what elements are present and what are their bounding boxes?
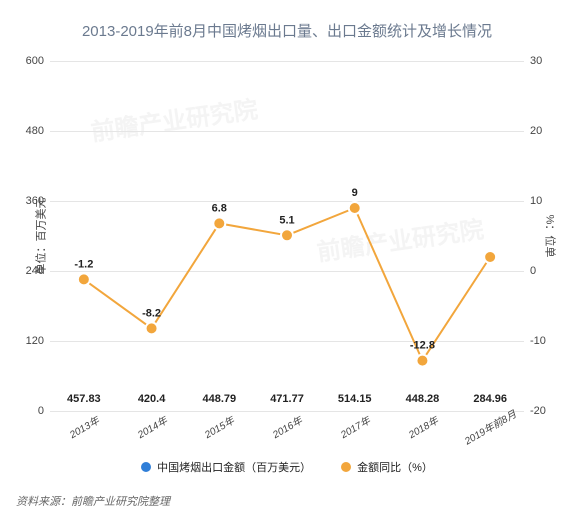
y-left-tick: 120 <box>26 335 44 347</box>
chart-container: 2013-2019年前8月中国烤烟出口量、出口金额统计及增长情况 前瞻产业研究院… <box>0 0 574 506</box>
bars: 457.83 420.4 448.79 471.77 514.15 448.28 284.9… <box>50 61 524 411</box>
bar-value-label: 514.15 <box>338 393 372 405</box>
legend-line-swatch <box>341 462 351 472</box>
y-right-tick: 0 <box>530 265 536 277</box>
y-right-tick: -10 <box>530 335 546 347</box>
source-text: 资料来源：前瞻产业研究院整理 <box>10 493 564 509</box>
y-left-tick: 600 <box>26 55 44 67</box>
bar-value-label: 448.79 <box>202 393 236 405</box>
y-right-tick: 20 <box>530 125 542 137</box>
bar-value-label: 420.4 <box>138 393 166 405</box>
legend-line-label: 金额同比（%） <box>357 459 433 475</box>
y-left-tick: 360 <box>26 195 44 207</box>
legend-item-bar: 中国烤烟出口金额（百万美元） <box>141 459 311 475</box>
bar-value-label: 457.83 <box>67 393 101 405</box>
bar-value-label: 471.77 <box>270 393 304 405</box>
y-right-tick: -20 <box>530 405 546 417</box>
y-axis-right: -20-100102030 <box>526 61 560 411</box>
legend-item-line: 金额同比（%） <box>341 459 433 475</box>
y-left-tick: 240 <box>26 265 44 277</box>
y-left-tick: 0 <box>38 405 44 417</box>
y-axis-left: 0120240360480600 <box>14 61 48 411</box>
legend-bar-swatch <box>141 462 151 472</box>
legend: 中国烤烟出口金额（百万美元） 金额同比（%） <box>10 459 564 475</box>
y-right-tick: 10 <box>530 195 542 207</box>
bar-value-label: 284.96 <box>473 393 507 405</box>
x-axis: 2013年2014年2015年2016年2017年2018年2019年前8月 <box>50 419 524 434</box>
y-left-tick: 480 <box>26 125 44 137</box>
chart-title: 2013-2019年前8月中国烤烟出口量、出口金额统计及增长情况 <box>10 20 564 41</box>
bar-value-label: 448.28 <box>406 393 440 405</box>
plot-area: 前瞻产业研究院 前瞻产业研究院 单位：百万美元 %：位单 01202403604… <box>50 61 524 411</box>
legend-bar-label: 中国烤烟出口金额（百万美元） <box>157 459 311 475</box>
y-right-tick: 30 <box>530 55 542 67</box>
